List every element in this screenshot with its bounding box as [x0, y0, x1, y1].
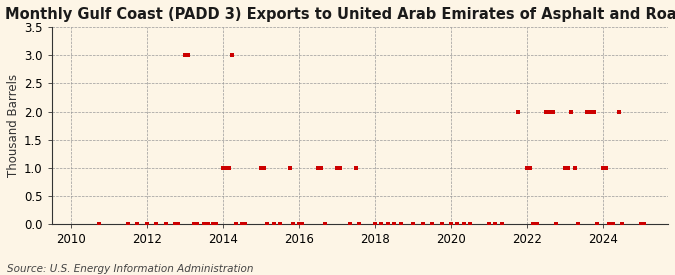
- Point: [570, 166, 580, 170]
- Point: [531, 222, 542, 226]
- Point: [591, 222, 602, 226]
- Point: [446, 222, 456, 226]
- Title: Monthly Gulf Coast (PADD 3) Exports to United Arab Emirates of Asphalt and Road : Monthly Gulf Coast (PADD 3) Exports to U…: [5, 7, 675, 22]
- Point: [354, 222, 364, 226]
- Point: [316, 166, 327, 170]
- Point: [589, 109, 599, 114]
- Point: [496, 222, 507, 226]
- Point: [262, 222, 273, 226]
- Point: [173, 222, 184, 226]
- Point: [436, 222, 447, 226]
- Point: [382, 222, 393, 226]
- Point: [256, 166, 267, 170]
- Point: [544, 109, 555, 114]
- Point: [351, 166, 362, 170]
- Point: [287, 222, 298, 226]
- Point: [192, 222, 203, 226]
- Point: [227, 53, 238, 57]
- Text: Source: U.S. Energy Information Administration: Source: U.S. Energy Information Administ…: [7, 264, 253, 274]
- Point: [484, 222, 495, 226]
- Point: [230, 222, 241, 226]
- Point: [639, 222, 650, 226]
- Point: [458, 222, 469, 226]
- Point: [389, 222, 400, 226]
- Point: [236, 222, 247, 226]
- Point: [560, 166, 571, 170]
- Point: [122, 222, 133, 226]
- Point: [376, 222, 387, 226]
- Point: [132, 222, 142, 226]
- Point: [636, 222, 647, 226]
- Point: [182, 53, 193, 57]
- Point: [208, 222, 219, 226]
- Point: [617, 222, 628, 226]
- Point: [417, 222, 428, 226]
- Point: [297, 222, 308, 226]
- Point: [465, 222, 476, 226]
- Point: [151, 222, 162, 226]
- Point: [180, 53, 190, 57]
- Point: [427, 222, 437, 226]
- Point: [614, 109, 625, 114]
- Point: [522, 166, 533, 170]
- Point: [601, 166, 612, 170]
- Point: [582, 109, 593, 114]
- Point: [319, 222, 330, 226]
- Point: [202, 222, 213, 226]
- Point: [284, 166, 295, 170]
- Point: [598, 166, 609, 170]
- Point: [211, 222, 222, 226]
- Point: [217, 166, 228, 170]
- Point: [275, 222, 286, 226]
- Point: [94, 222, 105, 226]
- Point: [528, 222, 539, 226]
- Point: [189, 222, 200, 226]
- Point: [294, 222, 304, 226]
- Y-axis label: Thousand Barrels: Thousand Barrels: [7, 74, 20, 177]
- Point: [198, 222, 209, 226]
- Point: [550, 222, 561, 226]
- Point: [490, 222, 501, 226]
- Point: [572, 222, 583, 226]
- Point: [142, 222, 153, 226]
- Point: [585, 109, 596, 114]
- Point: [240, 222, 250, 226]
- Point: [563, 166, 574, 170]
- Point: [396, 222, 406, 226]
- Point: [370, 222, 381, 226]
- Point: [259, 166, 269, 170]
- Point: [452, 222, 462, 226]
- Point: [268, 222, 279, 226]
- Point: [525, 166, 536, 170]
- Point: [512, 109, 523, 114]
- Point: [547, 109, 558, 114]
- Point: [566, 109, 577, 114]
- Point: [541, 109, 551, 114]
- Point: [408, 222, 418, 226]
- Point: [221, 166, 232, 170]
- Point: [344, 222, 355, 226]
- Point: [170, 222, 181, 226]
- Point: [313, 166, 323, 170]
- Point: [331, 166, 342, 170]
- Point: [161, 222, 171, 226]
- Point: [608, 222, 618, 226]
- Point: [223, 166, 234, 170]
- Point: [335, 166, 346, 170]
- Point: [604, 222, 615, 226]
